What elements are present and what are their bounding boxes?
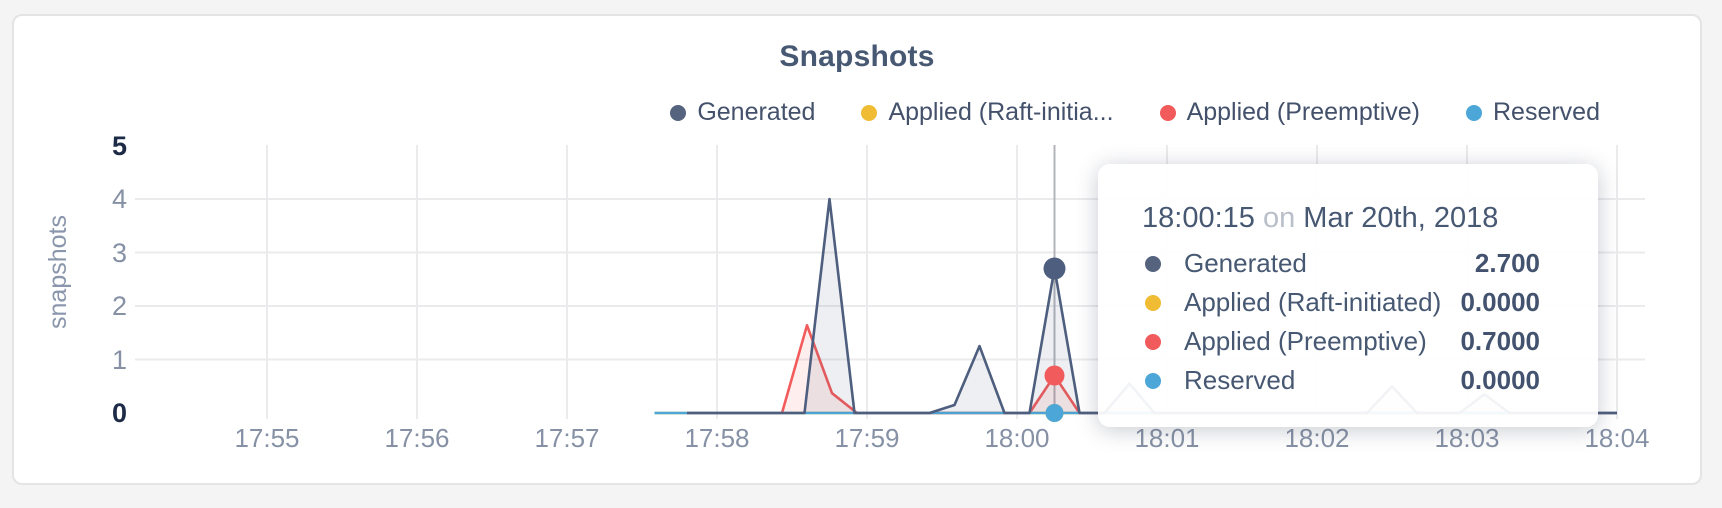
- x-tick-label: 18:03: [1434, 423, 1500, 453]
- tooltip-series-label: Generated: [1184, 248, 1307, 278]
- tooltip-series-dot-icon: [1145, 294, 1161, 311]
- y-tick-label: 3: [111, 237, 127, 268]
- tooltip-time: 18:00:15: [1142, 202, 1255, 234]
- x-tick-label: 17:59: [834, 423, 900, 453]
- tooltip-series-label: Applied (Preemptive): [1184, 326, 1427, 356]
- tooltip-series-label: Reserved: [1184, 365, 1296, 395]
- y-tick-label: 1: [111, 344, 127, 375]
- x-tick-label: 18:00: [984, 423, 1050, 453]
- tooltip-series-dot-icon: [1145, 255, 1161, 272]
- legend-dot-icon: [861, 104, 878, 121]
- hover-tooltip: 18:00:15 on Mar 20th, 2018 Generated 2.70…: [1098, 164, 1598, 427]
- legend-dot-icon: [670, 104, 687, 121]
- legend-item[interactable]: Applied (Raft-initia...: [861, 98, 1114, 127]
- tooltip-row: Reserved 0.0000: [1098, 361, 1598, 400]
- x-tick-label: 18:04: [1584, 423, 1650, 453]
- legend-item[interactable]: Generated: [670, 98, 815, 127]
- x-tick-label: 18:01: [1134, 423, 1200, 453]
- tooltip-series-value: 0.7000: [1460, 326, 1540, 356]
- y-tick-label: 4: [111, 184, 127, 214]
- chart-legend: Generated Applied (Raft-initia... Applied …: [670, 98, 1600, 127]
- y-tick-label: 2: [111, 291, 127, 321]
- legend-dot-icon: [1466, 104, 1482, 121]
- tooltip-row: Generated 2.700: [1098, 244, 1598, 283]
- legend-label: Generated: [697, 98, 816, 126]
- legend-item[interactable]: Applied (Preemptive): [1159, 98, 1420, 127]
- tooltip-series-label: Applied (Raft-initiated): [1184, 287, 1442, 317]
- x-tick-label: 17:58: [684, 423, 750, 453]
- legend-label: Applied (Preemptive): [1186, 98, 1420, 126]
- y-tick-label: 5: [111, 130, 127, 161]
- tooltip-series-value: 0.0000: [1460, 365, 1540, 395]
- tooltip-header: 18:00:15 on Mar 20th, 2018: [1142, 202, 1498, 235]
- y-tick-label: 0: [111, 398, 127, 428]
- legend-dot-icon: [1159, 104, 1176, 121]
- chart-title: Snapshots: [779, 40, 935, 73]
- tooltip-date: Mar 20th, 2018: [1303, 202, 1499, 234]
- x-tick-label: 17:55: [234, 423, 300, 453]
- x-tick-label: 18:02: [1284, 423, 1350, 453]
- x-tick-label: 17:56: [384, 423, 450, 453]
- tooltip-row: Applied (Preemptive) 0.7000: [1098, 322, 1598, 361]
- tooltip-row: Applied (Raft-initiated) 0.0000: [1098, 283, 1598, 322]
- tooltip-series-dot-icon: [1145, 333, 1161, 350]
- tooltip-rows: Generated 2.700 Applied (Raft-initiated) 0.…: [1098, 244, 1598, 400]
- tooltip-series-value: 2.700: [1474, 248, 1540, 278]
- tooltip-series-dot-icon: [1145, 372, 1161, 389]
- legend-label: Reserved: [1493, 98, 1600, 126]
- legend-label: Applied (Raft-initia...: [888, 98, 1114, 126]
- tooltip-series-value: 0.0000: [1460, 287, 1540, 317]
- tooltip-conjunction: on: [1262, 202, 1296, 234]
- x-tick-label: 17:57: [534, 423, 600, 453]
- legend-item[interactable]: Reserved: [1466, 98, 1600, 127]
